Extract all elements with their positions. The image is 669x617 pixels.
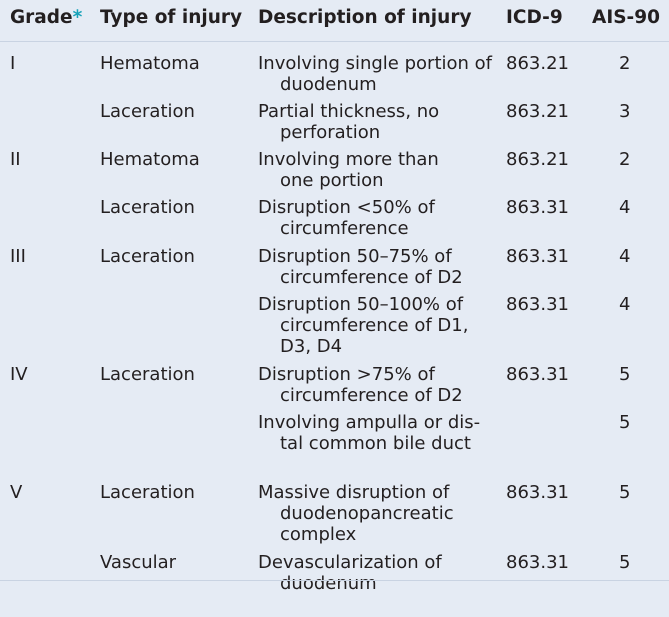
header-ais: AIS-90 xyxy=(592,7,660,28)
description-line: Massive disruption of xyxy=(258,482,450,503)
cell-ais: 4 xyxy=(619,246,631,267)
description-line: one portion xyxy=(280,170,384,191)
cell-type: Vascular xyxy=(100,552,177,573)
header-icd: ICD-9 xyxy=(506,7,563,28)
description-line: Disruption 50–75% of xyxy=(258,246,452,267)
description-line: circumference of D1, xyxy=(280,315,469,336)
description-line: duodenopancreatic xyxy=(280,503,454,524)
cell-icd: 863.21 xyxy=(506,101,569,122)
cell-icd: 863.31 xyxy=(506,294,569,315)
cell-description: Disruption >75% of circumference of D2 xyxy=(258,364,463,406)
cell-ais: 5 xyxy=(619,364,631,385)
header-type: Type of injury xyxy=(100,7,243,28)
cell-icd: 863.31 xyxy=(506,552,569,573)
description-line: circumference of D2 xyxy=(280,267,463,288)
cell-grade: V xyxy=(10,482,23,503)
cell-description: Involving ampulla or dis-tal common bile… xyxy=(258,412,480,454)
description-line: Disruption 50–100% of xyxy=(258,294,464,315)
cell-description: Disruption 50–75% of circumference of D2 xyxy=(258,246,463,288)
table-bottom-rule xyxy=(0,580,669,581)
cell-grade: II xyxy=(10,149,21,170)
description-line: Involving more than xyxy=(258,149,439,170)
cell-ais: 3 xyxy=(619,101,631,122)
cell-description: Involving more than one portion xyxy=(258,149,439,191)
cell-description: Partial thickness, no perforation xyxy=(258,101,439,143)
header-description: Description of injury xyxy=(258,7,472,28)
header-grade: Grade* xyxy=(10,7,83,28)
cell-ais: 2 xyxy=(619,53,631,74)
cell-ais: 5 xyxy=(619,552,631,573)
description-line: Disruption >75% of xyxy=(258,364,435,385)
cell-ais: 4 xyxy=(619,294,631,315)
cell-icd: 863.31 xyxy=(506,246,569,267)
cell-icd: 863.21 xyxy=(506,53,569,74)
cell-grade: I xyxy=(10,53,16,74)
cell-icd: 863.31 xyxy=(506,364,569,385)
description-line: duodenum xyxy=(280,74,377,95)
cell-type: Laceration xyxy=(100,246,195,267)
cell-type: Laceration xyxy=(100,101,195,122)
cell-description: Involving single portion of duodenum xyxy=(258,53,492,95)
cell-description: Disruption <50% of circumference xyxy=(258,197,435,239)
description-line: complex xyxy=(280,524,357,545)
cell-ais: 2 xyxy=(619,149,631,170)
table-header: Grade* Type of injury Description of inj… xyxy=(0,0,669,42)
cell-description: Devascularization of duodenum xyxy=(258,552,442,594)
description-line: Involving ampulla or dis- xyxy=(258,412,481,433)
cell-description: Massive disruption of duodenopancreatic co… xyxy=(258,482,454,545)
cell-type: Laceration xyxy=(100,482,195,503)
description-line: circumference of D2 xyxy=(280,385,463,406)
description-line: circumference xyxy=(280,218,409,239)
description-line: Involving single portion of xyxy=(258,53,492,74)
cell-ais: 5 xyxy=(619,482,631,503)
cell-type: Laceration xyxy=(100,197,195,218)
cell-ais: 4 xyxy=(619,197,631,218)
cell-type: Hematoma xyxy=(100,149,200,170)
description-line: tal common bile duct xyxy=(280,433,471,454)
description-line: D3, D4 xyxy=(280,336,343,357)
cell-icd: 863.21 xyxy=(506,149,569,170)
description-line: Partial thickness, no xyxy=(258,101,440,122)
cell-description: Disruption 50–100% of circumference of D1… xyxy=(258,294,468,357)
cell-type: Laceration xyxy=(100,364,195,385)
cell-grade: IV xyxy=(10,364,28,385)
cell-icd: 863.31 xyxy=(506,197,569,218)
cell-icd: 863.31 xyxy=(506,482,569,503)
cell-type: Hematoma xyxy=(100,53,200,74)
footnote-marker: * xyxy=(72,7,83,28)
description-line: perforation xyxy=(280,122,381,143)
description-line: duodenum xyxy=(280,573,377,594)
description-line: Devascularization of xyxy=(258,552,442,573)
cell-ais: 5 xyxy=(619,412,631,433)
description-line: Disruption <50% of xyxy=(258,197,435,218)
cell-grade: III xyxy=(10,246,26,267)
